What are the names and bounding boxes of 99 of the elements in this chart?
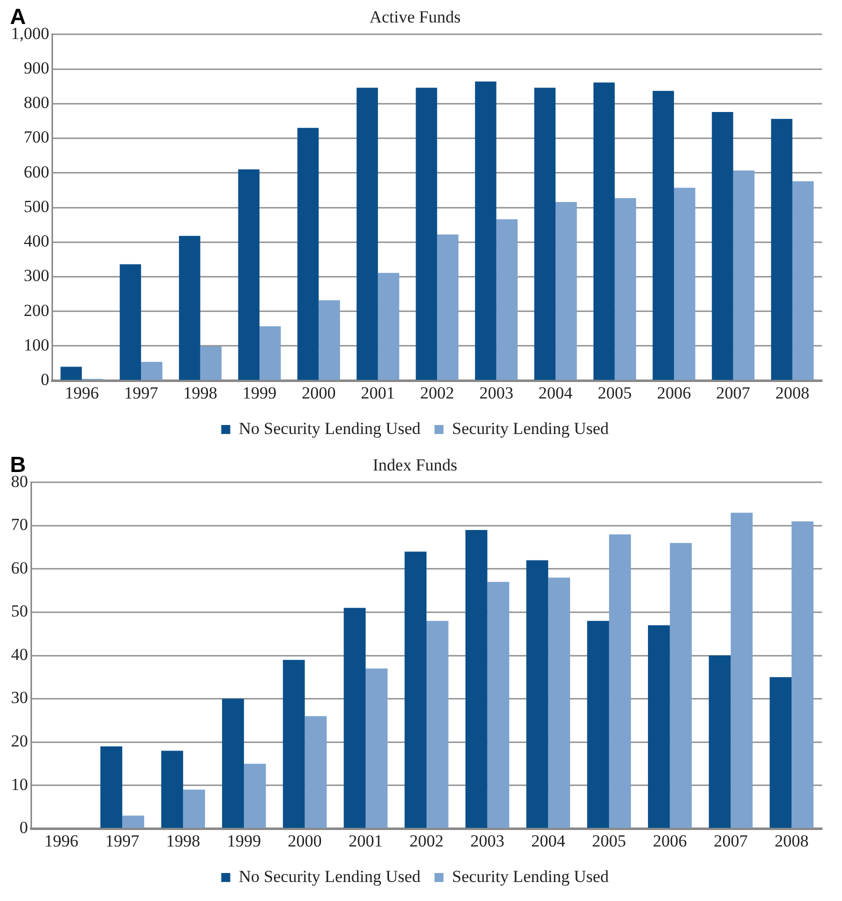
- bar: [297, 128, 319, 380]
- x-tick-label: 2002: [420, 383, 454, 402]
- bar: [344, 608, 366, 828]
- bar: [548, 578, 570, 828]
- chart-title: Index Funds: [372, 456, 458, 475]
- y-tick-label: 500: [24, 196, 50, 216]
- legend-label: Security Lending Used: [452, 418, 610, 438]
- bar: [770, 677, 792, 828]
- x-tick-label: 2001: [360, 383, 395, 402]
- x-tick-label: 1996: [44, 831, 78, 850]
- x-tick-label: 1997: [105, 831, 140, 850]
- legend-label: No Security Lending Used: [238, 866, 422, 886]
- x-tick-label: 1999: [242, 383, 276, 402]
- bar: [487, 582, 510, 828]
- x-tick-label: 2008: [775, 383, 810, 402]
- x-tick-label: 1996: [64, 383, 99, 402]
- y-tick-label: 10: [11, 774, 28, 794]
- x-tick-label: 2005: [592, 831, 626, 850]
- x-tick-label: 1999: [226, 831, 261, 850]
- x-tick-label: 2004: [531, 831, 566, 850]
- bar: [730, 512, 753, 828]
- bar: [366, 668, 388, 828]
- bar: [670, 542, 692, 828]
- bar: [674, 188, 696, 380]
- bar: [141, 362, 162, 380]
- bar: [587, 620, 610, 828]
- bar: [792, 181, 814, 380]
- bar: [416, 88, 438, 380]
- bar: [100, 746, 122, 828]
- bar: [161, 750, 184, 828]
- bar: [426, 620, 448, 828]
- bar: [792, 521, 814, 828]
- x-tick-label: 2004: [538, 383, 574, 402]
- x-tick-label: 2006: [652, 831, 687, 850]
- bar: [356, 88, 378, 380]
- y-tick-label: 30: [11, 688, 28, 708]
- bar: [404, 552, 426, 828]
- bar: [222, 698, 244, 828]
- bar: [534, 88, 556, 380]
- bar: [378, 272, 400, 380]
- x-tick-label: 1998: [166, 831, 200, 850]
- bar: [648, 625, 670, 828]
- bar: [708, 656, 731, 828]
- x-tick-label: 2006: [656, 383, 691, 402]
- y-tick-label: 300: [24, 266, 50, 286]
- bar: [733, 170, 754, 380]
- bar: [652, 90, 674, 380]
- y-tick-label: 40: [11, 644, 28, 664]
- bar: [318, 300, 340, 380]
- bar: [244, 764, 266, 828]
- y-tick-label: 600: [24, 162, 50, 182]
- bar: [200, 346, 222, 380]
- x-tick-label: 2000: [288, 831, 322, 850]
- x-tick-label: 2000: [302, 383, 336, 402]
- x-tick-label: 2003: [470, 831, 504, 850]
- y-tick-label: 400: [24, 232, 50, 251]
- y-tick-label: 800: [24, 93, 50, 112]
- x-tick-label: 2003: [479, 383, 514, 402]
- bar: [614, 198, 636, 380]
- bar: [178, 236, 200, 380]
- chart-title: Active Funds: [369, 8, 461, 27]
- bar: [712, 112, 734, 380]
- x-tick-label: 1997: [124, 383, 159, 402]
- bar: [238, 169, 260, 380]
- bar: [183, 790, 206, 828]
- bar: [526, 560, 548, 828]
- bar: [120, 264, 142, 380]
- bar: [496, 219, 518, 380]
- y-tick-label: 20: [11, 732, 28, 751]
- x-tick-label: 2005: [598, 383, 632, 402]
- x-tick-label: 2007: [714, 831, 748, 850]
- bar: [304, 716, 327, 828]
- legend-label: No Security Lending Used: [238, 418, 422, 438]
- bar: [122, 816, 144, 828]
- bar: [771, 118, 792, 380]
- y-tick-label: 100: [24, 335, 50, 354]
- y-tick-label: 60: [11, 558, 28, 578]
- bar: [60, 366, 82, 380]
- x-tick-label: 2002: [410, 831, 444, 850]
- bar: [609, 534, 631, 828]
- legend-label: Security Lending Used: [452, 866, 610, 886]
- y-tick-label: 50: [11, 602, 28, 621]
- bar: [593, 82, 615, 380]
- y-tick-label: 0: [20, 818, 28, 838]
- x-tick-label: 1998: [183, 383, 218, 402]
- y-tick-label: 0: [40, 370, 50, 390]
- y-tick-label: 900: [24, 58, 50, 78]
- x-tick-label: 2001: [348, 831, 383, 850]
- x-tick-label: 2008: [774, 831, 809, 850]
- bar: [556, 202, 577, 380]
- y-tick-label: 200: [24, 300, 50, 320]
- x-tick-label: 2007: [716, 383, 751, 402]
- bar: [465, 530, 488, 828]
- y-tick-label: 700: [24, 128, 50, 147]
- bar: [475, 81, 496, 380]
- y-tick-label: 70: [11, 515, 28, 534]
- bar: [259, 326, 281, 380]
- bar: [437, 234, 458, 380]
- bar: [282, 660, 305, 828]
